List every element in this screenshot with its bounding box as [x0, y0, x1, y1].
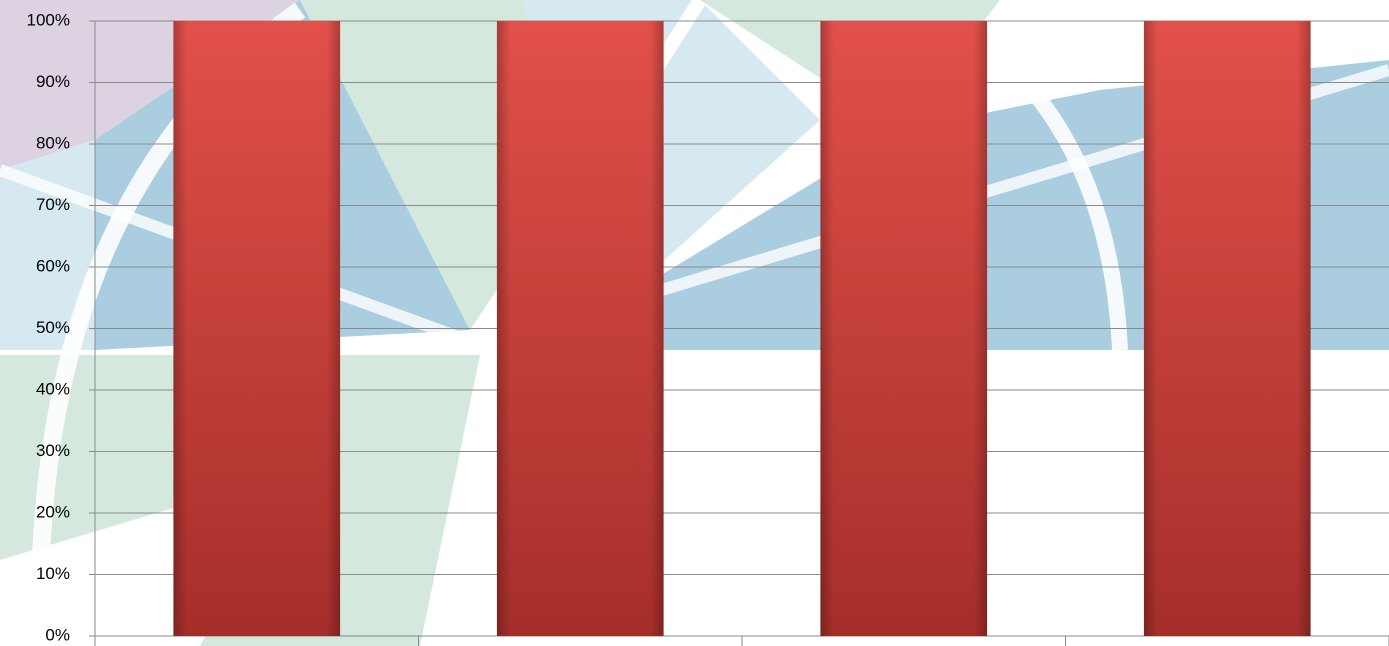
y-tick-label: 40%: [36, 379, 70, 398]
y-tick-label: 30%: [36, 441, 70, 460]
y-tick-label: 70%: [36, 195, 70, 214]
y-tick-label: 20%: [36, 502, 70, 521]
y-tick-label: 10%: [36, 564, 70, 583]
y-tick-label: 80%: [36, 133, 70, 152]
bar-shade: [820, 21, 988, 636]
y-tick-label: 50%: [36, 318, 70, 337]
bar-shade: [173, 21, 341, 636]
bar-shade: [496, 21, 664, 636]
bar-shade: [1143, 21, 1311, 636]
y-tick-label: 100%: [27, 10, 70, 29]
y-tick-label: 60%: [36, 256, 70, 275]
y-tick-label: 0%: [45, 625, 70, 644]
y-tick-label: 90%: [36, 72, 70, 91]
